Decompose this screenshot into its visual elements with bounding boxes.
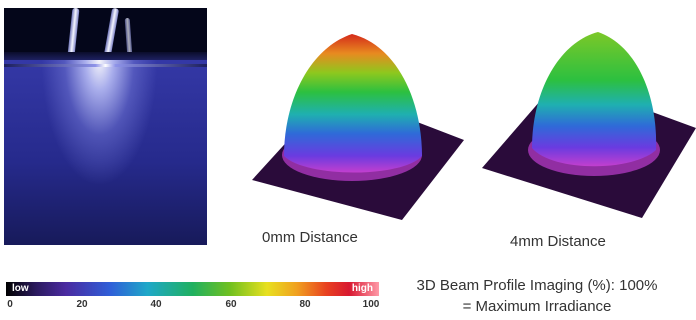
lamp-body-beam [4, 60, 207, 245]
beam-profile-4mm-svg [482, 32, 696, 218]
fiber-right [103, 8, 120, 57]
beam-profile-0mm [252, 30, 464, 220]
colorbar-tick: 100 [362, 299, 380, 310]
colorbar-tick: 20 [76, 299, 88, 310]
profile-surface [284, 34, 422, 173]
colorbar-low-label: low [12, 283, 29, 294]
fiber-mid [124, 17, 133, 57]
beam-profile-4mm [482, 28, 696, 218]
caption-4mm: 4mm Distance [510, 233, 606, 250]
lamp-beam-photo [4, 8, 207, 245]
legend-line-2: = Maximum Irradiance [462, 298, 612, 315]
colorbar-tick: 40 [150, 299, 162, 310]
colorbar-high-label: high [351, 283, 373, 294]
caption-0mm: 0mm Distance [262, 229, 358, 246]
profile-surface [532, 32, 657, 167]
colorbar-tick: 60 [225, 299, 237, 310]
colorbar-tick: 0 [7, 299, 13, 310]
irradiance-color-scale: low high [6, 282, 379, 296]
legend-line-1: 3D Beam Profile Imaging (%): 100% [416, 277, 658, 294]
lamp-rim [4, 64, 207, 67]
colorbar-tick: 80 [299, 299, 311, 310]
beam-profile-0mm-svg [252, 34, 464, 220]
fiber-left [67, 8, 80, 57]
